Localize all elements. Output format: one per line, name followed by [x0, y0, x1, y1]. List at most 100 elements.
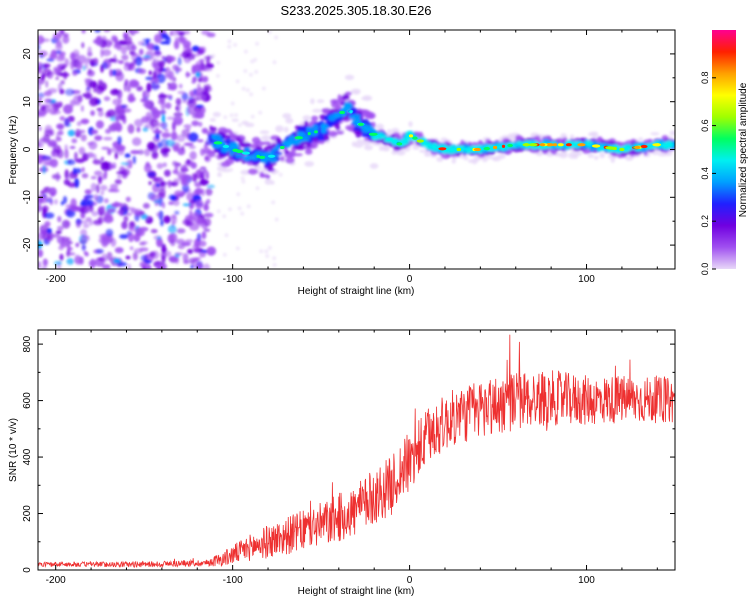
heatmap-cell — [151, 250, 160, 260]
heatmap-cell — [483, 154, 493, 160]
heatmap-cell — [342, 94, 350, 101]
heatmap-cell — [42, 233, 52, 241]
heatmap-cell — [132, 137, 142, 146]
heatmap-cell — [270, 149, 277, 153]
heatmap-cell — [121, 221, 128, 230]
heatmap-cell — [158, 60, 165, 68]
heatmap-cell — [195, 199, 204, 209]
heatmap-cell — [553, 143, 557, 147]
heatmap-cell — [328, 130, 338, 137]
x-tick-label: -200 — [46, 575, 66, 586]
heatmap-cell — [101, 49, 112, 57]
heatmap-cell — [79, 220, 88, 224]
heatmap-cell — [250, 114, 255, 119]
heatmap-cell — [88, 140, 98, 150]
heatmap-cell — [230, 101, 235, 106]
heatmap-cell — [285, 117, 294, 124]
heatmap-cell — [58, 30, 63, 38]
heatmap-cell — [122, 32, 129, 38]
heatmap-cell — [134, 56, 143, 67]
heatmap-cell — [156, 237, 163, 248]
heatmap-cell — [103, 96, 111, 102]
heatmap-cell — [57, 236, 67, 244]
heatmap-cell — [55, 50, 62, 54]
heatmap-cell — [67, 241, 74, 245]
heatmap-cell — [111, 121, 121, 131]
heatmap-cell — [274, 217, 279, 222]
heatmap-cell — [108, 58, 117, 63]
heatmap-cell — [38, 261, 42, 269]
heatmap-cell — [211, 53, 216, 58]
heatmap-cell — [63, 179, 71, 186]
heatmap-cell — [175, 98, 182, 105]
heatmap-cell — [192, 76, 198, 83]
heatmap-cell — [151, 151, 159, 159]
heatmap-cell — [189, 145, 196, 149]
heatmap-cell — [638, 137, 643, 142]
y-tick-label: -20 — [22, 237, 33, 252]
y-tick-label: 400 — [22, 448, 33, 465]
heatmap-cell — [146, 171, 156, 177]
heatmap-cell — [180, 180, 190, 186]
heatmap-cell — [191, 120, 199, 127]
heatmap-cell — [173, 200, 180, 207]
heatmap-cell — [127, 93, 135, 103]
heatmap-cell — [241, 86, 246, 91]
heatmap-cell — [94, 170, 103, 176]
heatmap-cell — [143, 259, 152, 264]
heatmap-cell — [209, 249, 214, 255]
heatmap-cell — [272, 60, 277, 65]
heatmap-cell — [241, 179, 246, 184]
heatmap-cell — [117, 40, 128, 46]
heatmap-cell — [354, 125, 360, 131]
heatmap-cell — [183, 124, 192, 129]
heatmap-cell — [261, 86, 266, 91]
heatmap-cell — [205, 188, 213, 196]
heatmap-cell — [369, 163, 379, 169]
heatmap-cell — [42, 165, 46, 174]
heatmap-cell — [190, 265, 194, 269]
heatmap-cell — [198, 251, 207, 258]
heatmap-cell — [364, 111, 374, 118]
heatmap-cell — [216, 209, 221, 214]
heatmap-cell — [94, 30, 101, 33]
heatmap-cell — [80, 118, 90, 125]
heatmap-cell — [41, 266, 48, 269]
heatmap-cell — [262, 141, 272, 146]
heatmap-cell — [181, 92, 189, 101]
heatmap-cell — [619, 147, 625, 152]
heatmap-cell — [130, 80, 140, 87]
x-tick-label: -100 — [223, 274, 243, 285]
heatmap-cell — [438, 147, 447, 151]
heatmap-cell — [164, 250, 172, 257]
heatmap-cell — [650, 132, 660, 136]
heatmap-cell — [88, 260, 95, 266]
heatmap-cell — [348, 115, 356, 119]
heatmap-cell — [112, 98, 122, 106]
heatmap-cell — [213, 141, 223, 145]
heatmap-cell — [303, 134, 310, 142]
heatmap-cell — [50, 71, 60, 75]
heatmap-cell — [38, 83, 41, 91]
heatmap-cell — [584, 141, 591, 147]
heatmap-cell — [160, 180, 166, 188]
heatmap-cell — [206, 184, 215, 189]
heatmap-cell — [147, 141, 156, 151]
heatmap-cell — [197, 48, 205, 55]
heatmap-cell — [142, 202, 150, 209]
heatmap-cell — [121, 54, 129, 61]
heatmap-cell — [132, 155, 136, 165]
heatmap-cell — [100, 184, 108, 191]
heatmap-cell — [168, 70, 175, 81]
heatmap-cell — [259, 171, 265, 178]
heatmap-cell — [88, 68, 92, 75]
heatmap-cell — [63, 118, 70, 127]
heatmap-cell — [60, 201, 64, 206]
heatmap-cell — [80, 134, 87, 142]
heatmap-cell — [321, 124, 327, 132]
heatmap-cell — [40, 38, 51, 42]
heatmap-cell — [145, 76, 153, 81]
heatmap-cell — [248, 72, 253, 77]
colorbar-tick-label: 0.0 — [700, 263, 710, 276]
heatmap-cell — [88, 220, 94, 226]
